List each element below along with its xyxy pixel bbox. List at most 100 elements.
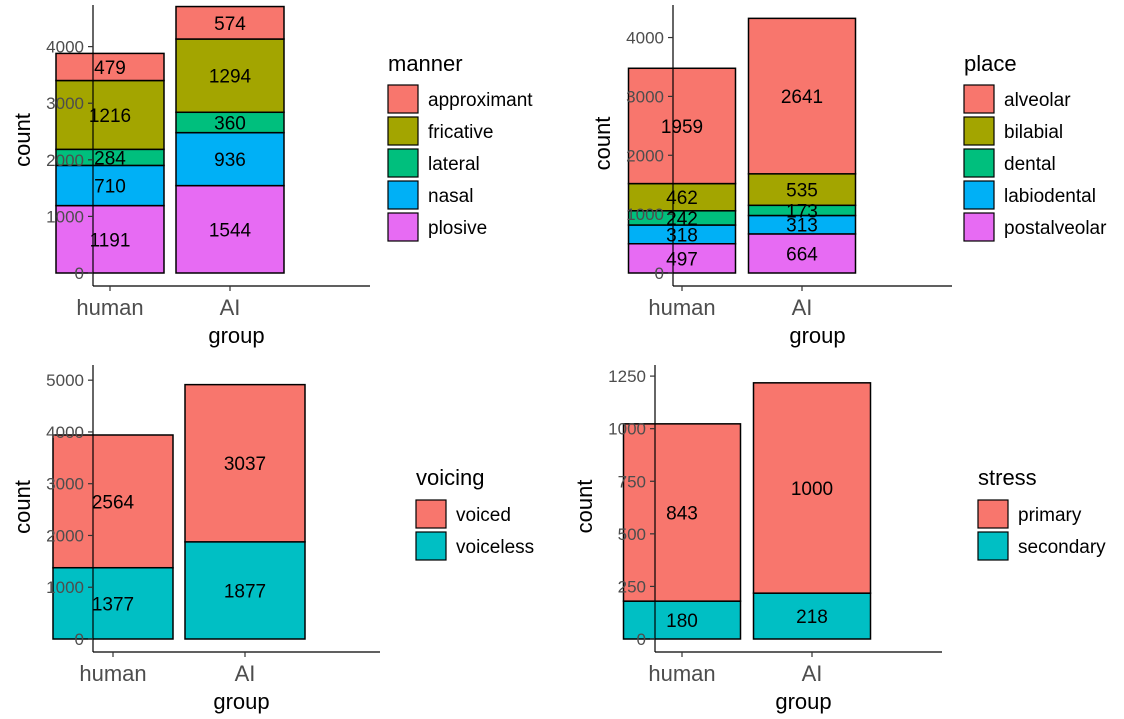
- y-tick-label: 750: [618, 472, 646, 491]
- data-label-lateral-ai: 360: [214, 113, 246, 134]
- data-label-secondary-human: 180: [666, 611, 698, 632]
- legend-label-alveolar: alveolar: [1004, 90, 1071, 111]
- y-tick-label: 2000: [46, 526, 84, 545]
- y-tick-label: 3000: [626, 87, 664, 106]
- x-tick-label-ai: AI: [235, 661, 256, 686]
- legend-swatch-postalveolar: [963, 212, 995, 242]
- bar-approximant-human: [55, 52, 165, 82]
- y-axis-title: count: [590, 117, 615, 171]
- x-tick-label-ai: AI: [220, 295, 241, 320]
- x-tick-label-human: human: [79, 661, 146, 686]
- y-tick-label: 4000: [626, 29, 664, 48]
- data-label-postalveolar-ai: 664: [786, 244, 818, 265]
- legend-title: voicing: [416, 465, 484, 490]
- bar-approximant-ai: [175, 5, 285, 40]
- x-tick-label-ai: AI: [792, 295, 813, 320]
- y-tick-label: 1000: [608, 420, 646, 439]
- data-label-approximant-ai: 574: [214, 14, 246, 35]
- data-label-dental-human: 242: [666, 209, 698, 230]
- x-axis-title: group: [789, 323, 845, 348]
- legend-swatch-secondary: [977, 531, 1009, 561]
- data-label-primary-human: 843: [666, 503, 698, 524]
- data-label-alveolar-ai: 2641: [781, 87, 823, 108]
- data-label-dental-ai: 173: [786, 201, 818, 222]
- bar-plosive-human: [55, 204, 165, 274]
- legend-swatch-voiced: [415, 499, 447, 529]
- data-label-labiodental-human: 318: [666, 225, 698, 246]
- legend-label-labiodental: labiodental: [1004, 186, 1096, 207]
- data-label-voiced-ai: 3037: [224, 454, 266, 475]
- y-tick-label: 4000: [46, 423, 84, 442]
- legend-swatch-alveolar: [963, 84, 995, 114]
- bar-nasal-human: [55, 164, 165, 207]
- legend-swatch-voiceless: [415, 531, 447, 561]
- legend-label-voiced: voiced: [456, 505, 511, 526]
- x-axis-title: group: [213, 689, 269, 714]
- legend-label-fricative: fricative: [428, 122, 493, 143]
- y-tick-label: 500: [618, 525, 646, 544]
- y-tick-label: 0: [655, 264, 664, 283]
- y-tick-label: 3000: [46, 94, 84, 113]
- y-tick-label: 1000: [626, 205, 664, 224]
- data-label-lateral-human: 284: [94, 148, 126, 169]
- bar-bilabial-ai: [747, 173, 857, 207]
- data-label-postalveolar-human: 497: [666, 249, 698, 270]
- data-label-fricative-ai: 1294: [209, 67, 252, 88]
- chart-place: 497 318 242 462 1959 664 313 173 535 2641 0 1000 200…: [562, 0, 1124, 360]
- data-label-plosive-human: 1191: [90, 230, 131, 251]
- legend-title: stress: [978, 465, 1037, 490]
- x-tick-label-ai: AI: [802, 661, 823, 686]
- data-label-alveolar-human: 1959: [661, 117, 703, 138]
- data-label-fricative-human: 1216: [89, 106, 131, 127]
- y-tick-label: 2000: [46, 151, 84, 170]
- y-tick-label: 250: [618, 577, 646, 596]
- legend-swatch-bilabial: [963, 116, 995, 146]
- y-tick-label: 1000: [46, 207, 84, 226]
- legend-label-approximant: approximant: [428, 90, 533, 111]
- y-tick-label: 5000: [46, 371, 84, 390]
- y-tick-label: 0: [75, 264, 84, 283]
- legend-label-lateral: lateral: [428, 154, 480, 175]
- chart-manner-svg: 1191 710 284 1216 479 1544 936 360 1294 574 0 1000 2…: [10, 5, 533, 348]
- legend-swatch-labiodental: [963, 180, 995, 210]
- bar-plosive-ai: [175, 184, 285, 274]
- data-label-secondary-ai: 218: [796, 607, 828, 628]
- legend-swatch-nasal: [387, 180, 419, 210]
- bar-fricative-human: [55, 79, 165, 151]
- bar-bilabial-human: [627, 182, 737, 212]
- legend-label-voiceless: voiceless: [456, 537, 534, 558]
- legend-label-dental: dental: [1004, 154, 1056, 175]
- legend-label-primary: primary: [1018, 505, 1082, 526]
- bar-primary-human: [622, 423, 742, 602]
- data-label-primary-ai: 1000: [791, 479, 833, 500]
- legend-label-nasal: nasal: [428, 186, 473, 207]
- bar-voiceless-ai: [184, 541, 306, 640]
- chart-voicing: 1377 2564 1877 3037 0 1000 2000 3000 4000 5000 hum…: [0, 360, 560, 719]
- y-tick-label: 4000: [46, 38, 84, 57]
- bar-fricative-ai: [175, 38, 285, 114]
- bar-postalveolar-ai: [747, 233, 857, 274]
- legend-swatch-approximant: [387, 84, 419, 114]
- y-axis-title: count: [10, 113, 35, 167]
- legend-label-secondary: secondary: [1018, 537, 1106, 558]
- bar-alveolar-human: [627, 67, 737, 185]
- y-tick-label: 1000: [46, 578, 84, 597]
- y-tick-label: 2000: [626, 146, 664, 165]
- legend-swatch-dental: [963, 148, 995, 178]
- x-tick-label-human: human: [76, 295, 143, 320]
- data-label-nasal-human: 710: [94, 177, 126, 198]
- bar-voiced-human: [52, 434, 174, 569]
- bar-voiced-ai: [184, 383, 306, 543]
- x-axis-title: group: [208, 323, 264, 348]
- data-label-bilabial-human: 462: [666, 188, 698, 209]
- legend-label-bilabial: bilabial: [1004, 122, 1063, 143]
- chart-manner: 1191 710 284 1216 479 1544 936 360 1294 574 0 1000 2…: [0, 0, 560, 360]
- y-tick-label: 0: [637, 630, 646, 649]
- y-tick-label: 3000: [46, 475, 84, 494]
- bar-alveolar-ai: [747, 17, 857, 175]
- bar-voiceless-human: [52, 566, 174, 640]
- bar-secondary-human: [622, 600, 742, 640]
- data-label-labiodental-ai: 313: [786, 216, 818, 237]
- data-label-voiceless-ai: 1877: [224, 581, 266, 602]
- legend-label-plosive: plosive: [428, 218, 487, 239]
